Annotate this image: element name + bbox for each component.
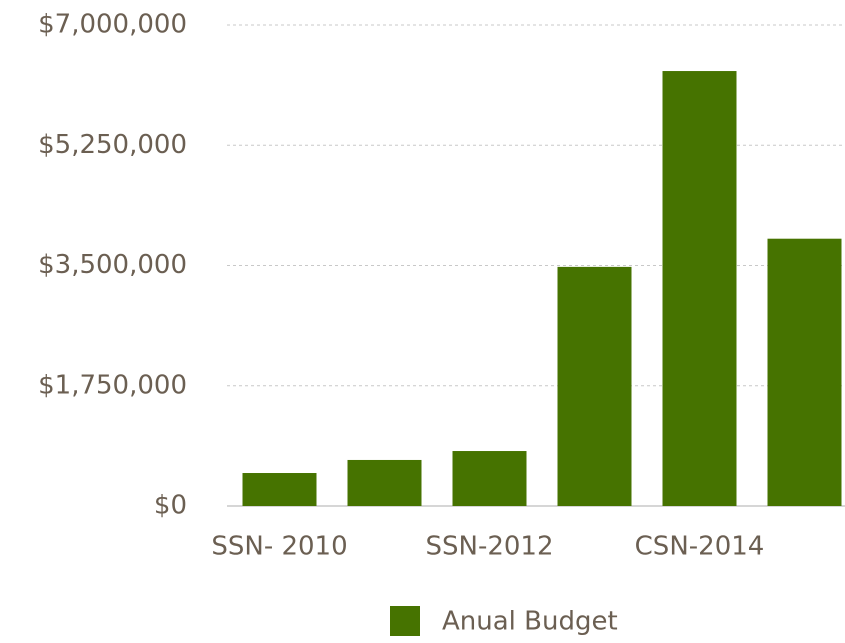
- y-tick-label: $1,750,000: [38, 370, 187, 400]
- y-tick-label: $0: [154, 491, 187, 521]
- x-tick-label: SSN- 2010: [211, 532, 347, 562]
- y-tick-label: $5,250,000: [38, 130, 187, 160]
- bar: [662, 71, 737, 506]
- bar: [767, 238, 842, 507]
- bar: [557, 266, 632, 506]
- y-tick-label: $7,000,000: [38, 10, 187, 40]
- x-tick-label: SSN-2012: [425, 532, 553, 562]
- bar: [242, 473, 317, 506]
- x-tick-label: CSN-2014: [635, 532, 765, 562]
- bar: [347, 459, 422, 506]
- legend-label: Anual Budget: [442, 607, 618, 637]
- legend-swatch: [390, 606, 420, 636]
- y-tick-label: $3,500,000: [38, 250, 187, 280]
- bar: [452, 451, 527, 506]
